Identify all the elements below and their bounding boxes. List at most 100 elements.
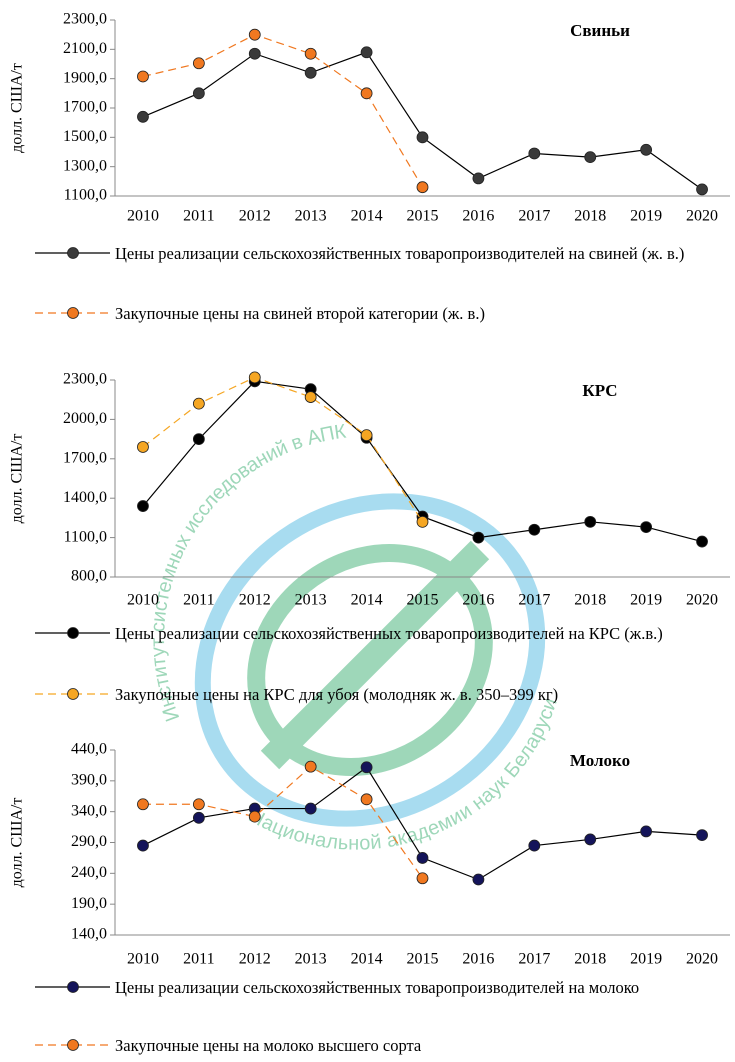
x-tick-label: 2013 [295, 208, 327, 225]
data-point [416, 852, 429, 864]
y-tick-label: 240,0 [71, 864, 107, 881]
data-point [137, 500, 149, 512]
legend-marker [67, 981, 79, 993]
data-point [416, 181, 429, 194]
data-point [192, 433, 205, 446]
data-point [528, 523, 541, 536]
data-point [640, 825, 653, 838]
data-point [472, 531, 485, 544]
data-point [360, 87, 373, 100]
chart-title: КРС [582, 381, 617, 400]
data-point [360, 761, 373, 774]
data-point [360, 429, 373, 442]
x-tick-label: 2020 [686, 951, 718, 968]
x-tick-label: 2016 [462, 208, 494, 225]
x-tick-label: 2018 [574, 208, 606, 225]
y-tick-label: 1700,0 [63, 449, 107, 466]
data-point [248, 28, 261, 41]
legend-marker [67, 688, 79, 700]
x-tick-label: 2013 [295, 951, 327, 968]
data-point [248, 47, 261, 60]
data-point [360, 793, 373, 806]
data-point [304, 391, 317, 403]
y-axis-label: долл. США/т [9, 434, 26, 524]
legend-label: Закупочные цены на молоко высшего сорта [115, 1036, 422, 1055]
x-tick-label: 2010 [127, 951, 159, 968]
data-point [192, 397, 205, 410]
data-point [137, 70, 149, 83]
data-point [304, 66, 317, 79]
legend-label: Закупочные цены на КРС для убоя (молодня… [115, 685, 559, 704]
data-point [137, 110, 149, 123]
data-point [696, 535, 708, 548]
data-point [304, 47, 317, 60]
x-tick-label: 2010 [127, 592, 159, 609]
x-tick-label: 2011 [183, 951, 214, 968]
y-tick-label: 1700,0 [63, 99, 107, 116]
x-tick-label: 2017 [518, 592, 550, 609]
y-tick-label: 1100,0 [64, 187, 107, 204]
x-tick-label: 2016 [462, 592, 494, 609]
y-tick-label: 800,0 [71, 568, 107, 585]
y-tick-label: 1400,0 [63, 489, 107, 506]
series-line [142, 376, 424, 523]
data-point [304, 802, 317, 815]
chart-title: Свиньи [570, 21, 630, 40]
data-point [137, 798, 149, 811]
legend-label: Цены реализации сельскохозяйственных тов… [115, 624, 663, 643]
data-point [472, 172, 485, 185]
data-point [360, 46, 373, 59]
y-tick-label: 340,0 [71, 802, 107, 819]
watermark: Институт системных исследований в АПК На… [147, 421, 562, 855]
x-tick-label: 2018 [574, 951, 606, 968]
y-tick-label: 1100,0 [64, 528, 107, 545]
x-tick-label: 2011 [183, 208, 214, 225]
y-tick-label: 2300,0 [63, 371, 107, 388]
series-line [142, 34, 424, 188]
data-point [192, 798, 205, 811]
x-tick-label: 2019 [630, 951, 662, 968]
data-point [192, 57, 205, 70]
x-tick-label: 2014 [351, 592, 383, 609]
data-point [416, 872, 429, 885]
data-point [584, 151, 597, 164]
y-axis-label: долл. США/т [9, 798, 26, 888]
y-tick-label: 2000,0 [63, 410, 107, 427]
data-point [584, 833, 597, 846]
y-tick-label: 1900,0 [63, 69, 107, 86]
x-tick-label: 2010 [127, 208, 159, 225]
x-tick-label: 2012 [239, 951, 271, 968]
legend-marker [67, 307, 79, 319]
data-point [640, 143, 653, 156]
data-point [248, 371, 261, 384]
data-point [528, 839, 541, 852]
y-tick-label: 190,0 [71, 895, 107, 912]
x-tick-label: 2012 [239, 208, 271, 225]
legend-marker [67, 247, 79, 259]
data-point [137, 441, 149, 453]
series-line [142, 51, 703, 190]
x-tick-label: 2016 [462, 951, 494, 968]
x-tick-label: 2014 [351, 951, 383, 968]
x-tick-label: 2018 [574, 592, 606, 609]
data-point [584, 515, 597, 528]
x-tick-label: 2019 [630, 592, 662, 609]
chart-title: Молоко [570, 751, 630, 770]
y-tick-label: 440,0 [71, 741, 107, 758]
x-tick-label: 2020 [686, 208, 718, 225]
data-point [137, 839, 149, 852]
legend-marker [67, 1039, 79, 1051]
data-point [248, 810, 261, 823]
legend-label: Закупочные цены на свиней второй категор… [115, 304, 485, 323]
data-point [192, 87, 205, 100]
y-tick-label: 1300,0 [63, 157, 107, 174]
x-tick-label: 2020 [686, 592, 718, 609]
x-tick-label: 2017 [518, 208, 550, 225]
legend-label: Цены реализации сельскохозяйственных тов… [115, 244, 685, 263]
data-point [528, 147, 541, 160]
data-point [304, 760, 317, 773]
x-tick-label: 2011 [183, 592, 214, 609]
y-tick-label: 1500,0 [63, 128, 107, 145]
